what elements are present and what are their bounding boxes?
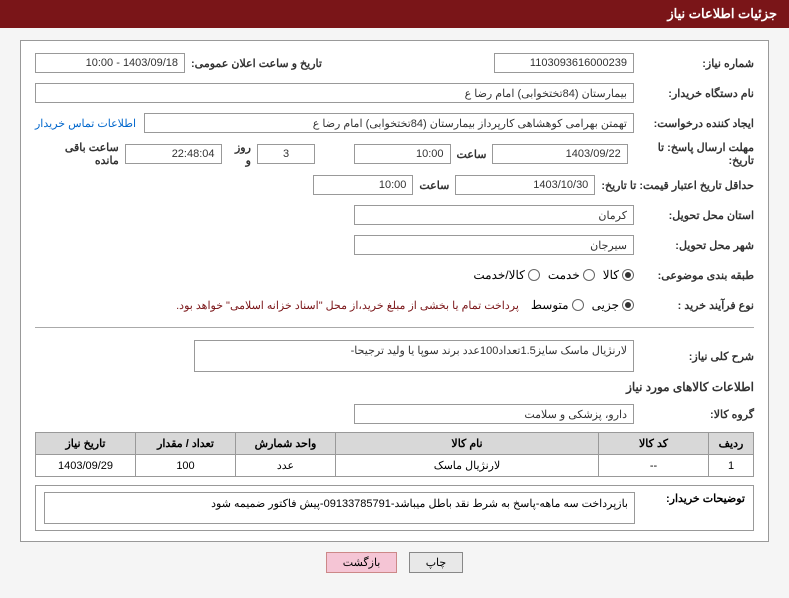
th-row: ردیف [709,433,754,455]
requester-field: تهمتن بهرامی کوهشاهی کارپرداز بیمارستان … [144,113,634,133]
button-row: چاپ بازگشت [0,552,789,581]
row-buyer-org: نام دستگاه خریدار: بیمارستان (84تختخوابی… [35,81,754,105]
response-date-field: 1403/09/22 [492,144,627,164]
radio-icon [572,299,584,311]
main-form-container: شماره نیاز: 1103093616000239 تاریخ و ساع… [20,40,769,542]
delivery-city-field: سیرجان [354,235,634,255]
row-need-desc: شرح کلی نیاز: [35,340,754,372]
response-time-field: 10:00 [354,144,451,164]
remaining-label: ساعت باقی مانده [35,141,125,167]
row-delivery-city: شهر محل تحویل: سیرجان [35,233,754,257]
category-goods-service-option[interactable]: کالا/خدمت [473,268,539,282]
td-row: 1 [709,455,754,477]
page-header: جزئیات اطلاعات نیاز [0,0,789,28]
process-type-label: نوع فرآیند خرید : [634,299,754,312]
th-qty: تعداد / مقدار [136,433,236,455]
category-radio-group: کالا خدمت کالا/خدمت [473,268,634,282]
buyer-org-field: بیمارستان (84تختخوابی) امام رضا ع [35,83,634,103]
row-delivery-province: استان محل تحویل: کرمان [35,203,754,227]
row-category: طبقه بندی موضوعی: کالا خدمت کالا/خدمت [35,263,754,287]
contact-buyer-link[interactable]: اطلاعات تماس خریدار [35,117,144,130]
announce-datetime-field: 1403/09/18 - 10:00 [35,53,185,73]
announce-datetime-label: تاریخ و ساعت اعلان عمومی: [185,57,328,70]
row-need-number: شماره نیاز: 1103093616000239 تاریخ و ساع… [35,51,754,75]
response-deadline-label: مهلت ارسال پاسخ: تا تاریخ: [628,141,754,167]
buyer-notes-content: بازپرداخت سه ماهه-پاسخ به شرط نقد باطل م… [44,492,635,524]
category-goods-option[interactable]: کالا [603,268,634,282]
process-minor-label: جزیی [592,298,619,312]
days-remaining-field: 3 [257,144,315,164]
buyer-notes-label: توضیحات خریدار: [635,492,745,505]
days-and-label: روز و [222,141,257,167]
category-service-label: خدمت [548,268,580,282]
divider-1 [35,327,754,328]
category-service-option[interactable]: خدمت [548,268,595,282]
row-response-deadline: مهلت ارسال پاسخ: تا تاریخ: 1403/09/22 سا… [35,141,754,167]
process-medium-label: متوسط [531,298,569,312]
radio-icon [583,269,595,281]
price-validity-label: حداقل تاریخ اعتبار قیمت: تا تاریخ: [595,179,754,192]
table-row: 1 -- لارنژیال ماسک عدد 100 1403/09/29 [36,455,754,477]
goods-group-label: گروه کالا: [634,408,754,421]
process-radio-group: جزیی متوسط [531,298,634,312]
time-remaining-field: 22:48:04 [125,144,222,164]
page-title: جزئیات اطلاعات نیاز [667,6,777,21]
time-label-2: ساعت [413,179,455,192]
category-goods-service-label: کالا/خدمت [473,268,524,282]
th-name: نام کالا [336,433,599,455]
td-code: -- [599,455,709,477]
td-date: 1403/09/29 [36,455,136,477]
need-number-label: شماره نیاز: [634,57,754,70]
category-goods-label: کالا [603,268,619,282]
payment-note: پرداخت تمام یا بخشی از مبلغ خرید،از محل … [176,299,531,312]
need-desc-field[interactable] [194,340,634,372]
row-process-type: نوع فرآیند خرید : جزیی متوسط پرداخت تمام… [35,293,754,317]
print-button[interactable]: چاپ [409,552,464,573]
price-validity-date-field: 1403/10/30 [455,175,595,195]
th-date: تاریخ نیاز [36,433,136,455]
td-qty: 100 [136,455,236,477]
delivery-city-label: شهر محل تحویل: [634,239,754,252]
goods-table: ردیف کد کالا نام کالا واحد شمارش تعداد /… [35,432,754,477]
need-desc-label: شرح کلی نیاز: [634,350,754,363]
radio-icon [622,269,634,281]
requester-label: ایجاد کننده درخواست: [634,117,754,130]
need-number-field: 1103093616000239 [494,53,634,73]
process-minor-option[interactable]: جزیی [592,298,634,312]
goods-group-field: دارو، پزشکی و سلامت [354,404,634,424]
buyer-org-label: نام دستگاه خریدار: [634,87,754,100]
row-goods-group: گروه کالا: دارو، پزشکی و سلامت [35,402,754,426]
radio-icon [528,269,540,281]
row-requester: ایجاد کننده درخواست: تهمتن بهرامی کوهشاه… [35,111,754,135]
time-label-1: ساعت [451,148,493,161]
th-unit: واحد شمارش [236,433,336,455]
radio-icon [622,299,634,311]
back-button[interactable]: بازگشت [326,552,398,573]
category-label: طبقه بندی موضوعی: [634,269,754,282]
buyer-notes-box: توضیحات خریدار: بازپرداخت سه ماهه-پاسخ ب… [35,485,754,531]
table-header-row: ردیف کد کالا نام کالا واحد شمارش تعداد /… [36,433,754,455]
row-price-validity: حداقل تاریخ اعتبار قیمت: تا تاریخ: 1403/… [35,173,754,197]
process-medium-option[interactable]: متوسط [531,298,584,312]
price-validity-time-field: 10:00 [313,175,413,195]
th-code: کد کالا [599,433,709,455]
delivery-province-label: استان محل تحویل: [634,209,754,222]
delivery-province-field: کرمان [354,205,634,225]
td-unit: عدد [236,455,336,477]
td-name: لارنژیال ماسک [336,455,599,477]
goods-section-title: اطلاعات کالاهای مورد نیاز [35,380,754,394]
